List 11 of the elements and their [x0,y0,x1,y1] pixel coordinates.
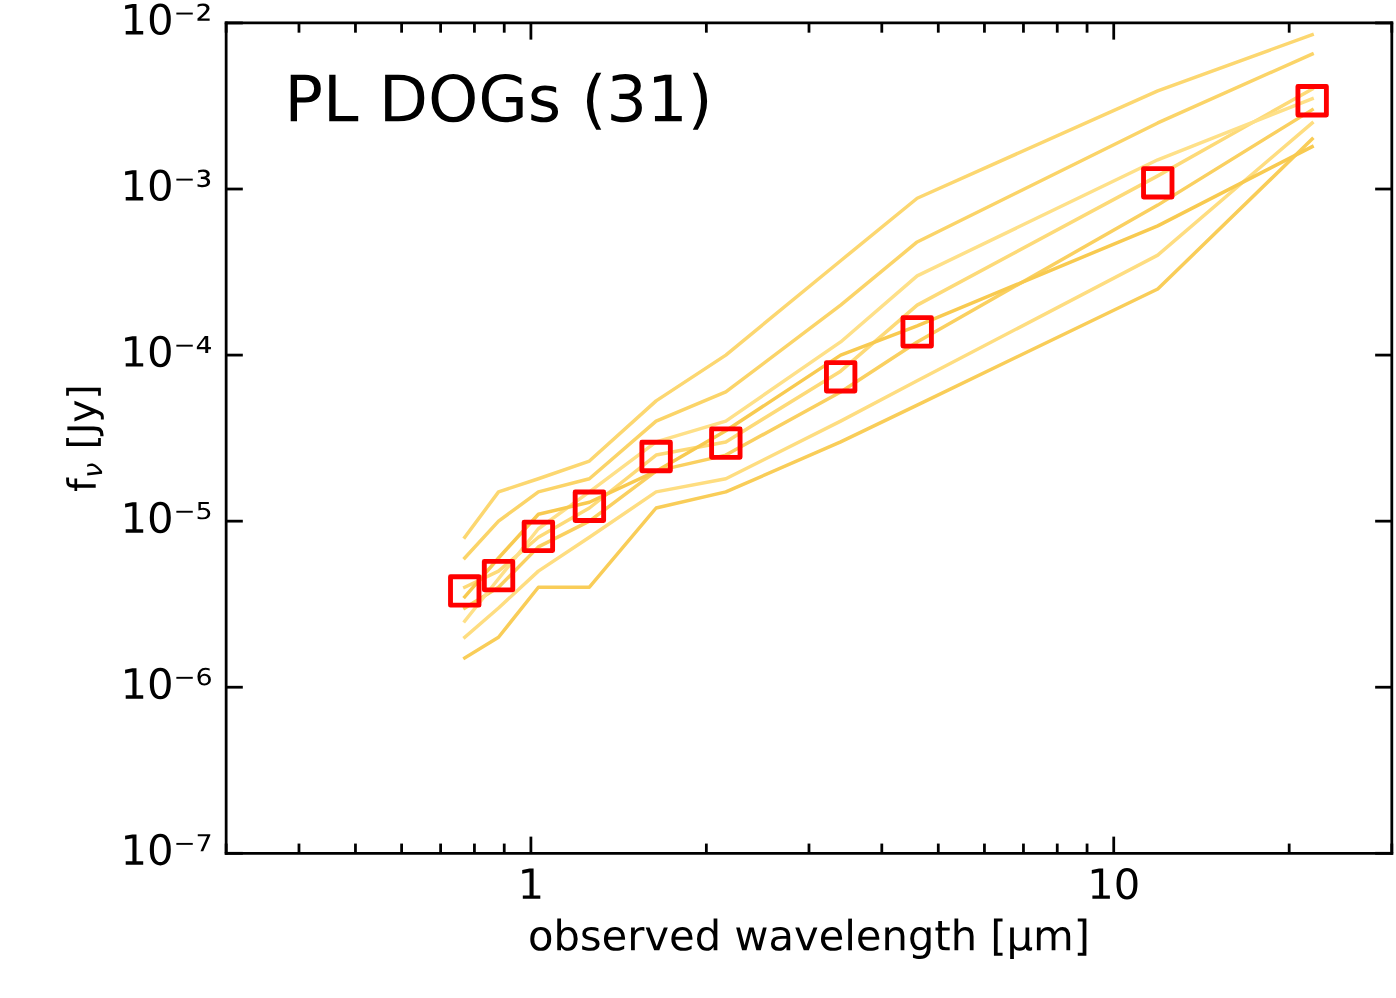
y-tick-label: 10⁻⁴ [125,335,211,368]
x-tick-label: 10 [1091,867,1138,900]
y-tick-label: 10⁻³ [125,169,211,202]
y-tick-label: 10⁻⁵ [125,501,211,534]
x-axis-title: observed wavelength [μm] [530,918,1087,959]
annotation: PL DOGs (31) [290,72,708,130]
y-axis-title: f$_{ν}$ [Jy] [66,387,104,492]
y-tick-label: 10⁻² [125,3,210,36]
x-tick-label: 1 [522,868,541,899]
y-tick-label: 10⁻⁶ [125,667,211,700]
y-tick-label: 10⁻⁷ [125,833,211,866]
